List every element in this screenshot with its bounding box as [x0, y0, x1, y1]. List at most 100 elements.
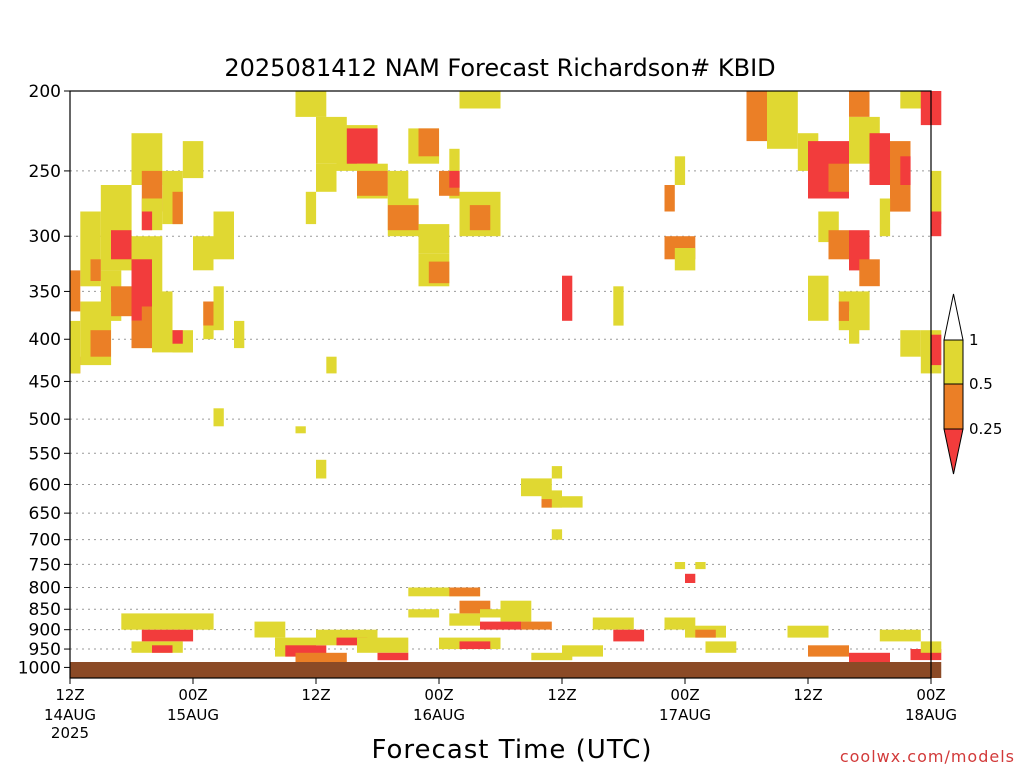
ri-cell — [869, 133, 890, 185]
ri-cell — [828, 163, 849, 192]
ri-cell — [141, 629, 194, 642]
ri-cell — [449, 587, 481, 597]
ri-cell — [111, 230, 132, 260]
ri-cell — [357, 637, 409, 653]
ri-cell — [674, 156, 686, 185]
ri-cell — [295, 652, 347, 664]
credit-text[interactable]: coolwx.com/models — [840, 747, 1015, 766]
ri-cell — [70, 270, 81, 312]
legend-swatch-lt05 — [943, 383, 964, 430]
y-tick-label: 450 — [29, 372, 61, 392]
y-tick-label: 800 — [29, 578, 61, 598]
ri-cell — [418, 224, 450, 254]
ri-cell — [387, 170, 409, 205]
ri-cell — [326, 356, 337, 374]
y-tick-label: 200 — [29, 82, 61, 102]
ri-cell — [767, 91, 798, 149]
ri-cell — [705, 641, 737, 653]
x-tick-label: 00Z — [178, 686, 207, 704]
x-tick-label: 12Z — [547, 686, 576, 704]
ri-cell — [90, 259, 101, 281]
x-tick-year: 2025 — [51, 724, 89, 742]
ri-cell — [387, 205, 419, 231]
ri-cell — [408, 609, 440, 618]
x-tick-label: 12Z — [55, 686, 84, 704]
legend-swatch-lt1 — [943, 339, 964, 385]
ri-cell — [182, 141, 204, 179]
ri-cell — [408, 587, 481, 597]
y-tick-label: 650 — [29, 504, 61, 524]
ri-cell — [70, 320, 81, 374]
ri-cell — [357, 170, 388, 196]
ri-cell — [849, 91, 870, 117]
ri-cell — [879, 198, 891, 237]
chart-title: 2025081412 NAM Forecast Richardson# KBID — [224, 54, 775, 82]
ri-cell — [828, 230, 849, 260]
ri-cell — [377, 652, 409, 661]
x-tick-label: 12Z — [793, 686, 822, 704]
ri-cell — [551, 496, 583, 508]
ri-cell — [172, 191, 183, 225]
ri-cell — [500, 600, 532, 622]
ri-cell — [931, 211, 942, 237]
ri-cell — [121, 613, 214, 630]
ri-cell — [562, 645, 603, 657]
ri-cell — [849, 652, 890, 664]
ri-cell — [254, 621, 286, 638]
ri-cell — [152, 645, 173, 653]
ri-cell — [203, 301, 214, 326]
ri-cell — [480, 621, 521, 630]
ri-cell — [213, 211, 234, 260]
ri-cell — [931, 170, 942, 225]
ri-cell — [285, 645, 327, 657]
x-tick-date: 17AUG — [659, 706, 711, 724]
y-tick-label: 500 — [29, 410, 61, 430]
y-tick-label: 850 — [29, 600, 61, 620]
ri-cell — [90, 330, 111, 357]
ri-cell — [346, 128, 378, 164]
x-tick-date: 16AUG — [413, 706, 465, 724]
ri-cell — [480, 609, 511, 618]
ri-cell — [521, 621, 552, 630]
y-axis: 200 250 300 350 400 450 500 550 600 650 700 750 8008… — [18, 82, 70, 678]
ri-cell — [808, 645, 849, 657]
y-tick-label: 300 — [29, 227, 61, 247]
y-tick-label: 950 — [29, 640, 61, 660]
heatmap-cells — [70, 91, 942, 678]
ri-cell — [900, 156, 911, 185]
ri-cell — [910, 649, 942, 661]
ri-cell — [613, 286, 624, 326]
plot-frame — [69, 90, 932, 679]
ri-cell — [152, 291, 173, 353]
ri-cell — [213, 286, 224, 331]
ri-cell — [695, 562, 706, 570]
surface-band — [70, 662, 942, 678]
ri-cell — [459, 641, 491, 649]
y-tick-label: 250 — [29, 162, 61, 182]
legend-top-arrow — [943, 293, 964, 341]
ri-cell — [316, 459, 327, 479]
ri-cell — [213, 408, 224, 427]
ri-cell — [316, 163, 337, 192]
legend-label: 0.5 — [969, 375, 993, 393]
y-tick-label: 750 — [29, 555, 61, 575]
ri-cell — [685, 573, 696, 583]
x-tick-date: 14AUG — [44, 706, 96, 724]
ri-cell — [808, 275, 829, 321]
ri-cell — [592, 617, 634, 630]
ri-cell — [859, 259, 880, 287]
ri-cell — [674, 562, 686, 570]
y-tick-label: 550 — [29, 444, 61, 464]
ri-cell — [193, 236, 214, 271]
ri-cell — [664, 185, 675, 212]
ri-cell — [551, 529, 563, 540]
x-tick-date: 15AUG — [167, 706, 219, 724]
y-tick-label: 400 — [29, 330, 61, 350]
ri-cell — [531, 652, 573, 661]
ri-cell — [295, 426, 306, 434]
y-tick-label: 1000 — [18, 658, 61, 678]
ri-cell — [141, 306, 153, 335]
x-tick-label: 00Z — [916, 686, 945, 704]
ri-cell — [336, 637, 368, 646]
